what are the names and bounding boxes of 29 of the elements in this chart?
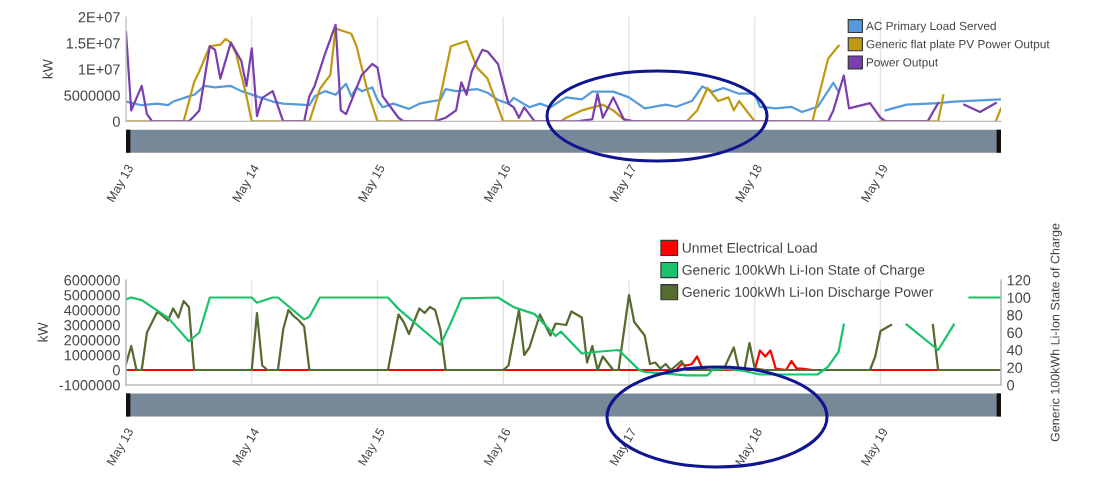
y-tick-label: 5000000 [64,90,120,101]
y2-tick-label: 40 [1006,345,1023,356]
legend-label: AC Primary Load Served [865,21,996,33]
y2-tick-label: 60 [1007,327,1023,338]
y-tick-label: 1.5E+07 [66,38,120,49]
y-tick-label: 0 [112,365,120,376]
y-tick-label: -1000000 [59,380,120,391]
y2-tick-label: 120 [1007,275,1031,286]
y-tick-label: 1000000 [64,350,120,361]
legend-label: Generic 100kWh Li-Ion State of Charge [682,264,925,278]
y-tick-label: 2000000 [64,335,120,346]
legend-label: Generic flat plate PV Power Output [866,39,1050,51]
y-tick-label: 4000000 [64,305,120,316]
y2-tick-label: 0 [1007,380,1015,391]
legend-label: Unmet Electrical Load [682,242,817,253]
y-axis-title: kW [37,322,48,342]
y-tick-label: 0 [112,116,120,127]
y-tick-label: 5000000 [64,290,120,301]
y-tick-label: 6000000 [64,275,120,286]
y2-tick-label: 20 [1007,362,1023,373]
y2-axis-title: Generic 100kWh Li-Ion State of Charge [1050,223,1062,442]
y-tick-label: 2E+07 [78,12,120,23]
y-tick-label: 3000000 [64,320,120,331]
y2-tick-label: 100 [1007,292,1031,303]
y-tick-label: 1E+07 [78,64,120,75]
y-axis-title: kW [42,59,53,79]
y2-tick-label: 80 [1007,310,1023,321]
legend-label: Power Output [866,58,939,69]
legend-label: Generic 100kWh Li-Ion Discharge Power [682,286,934,300]
